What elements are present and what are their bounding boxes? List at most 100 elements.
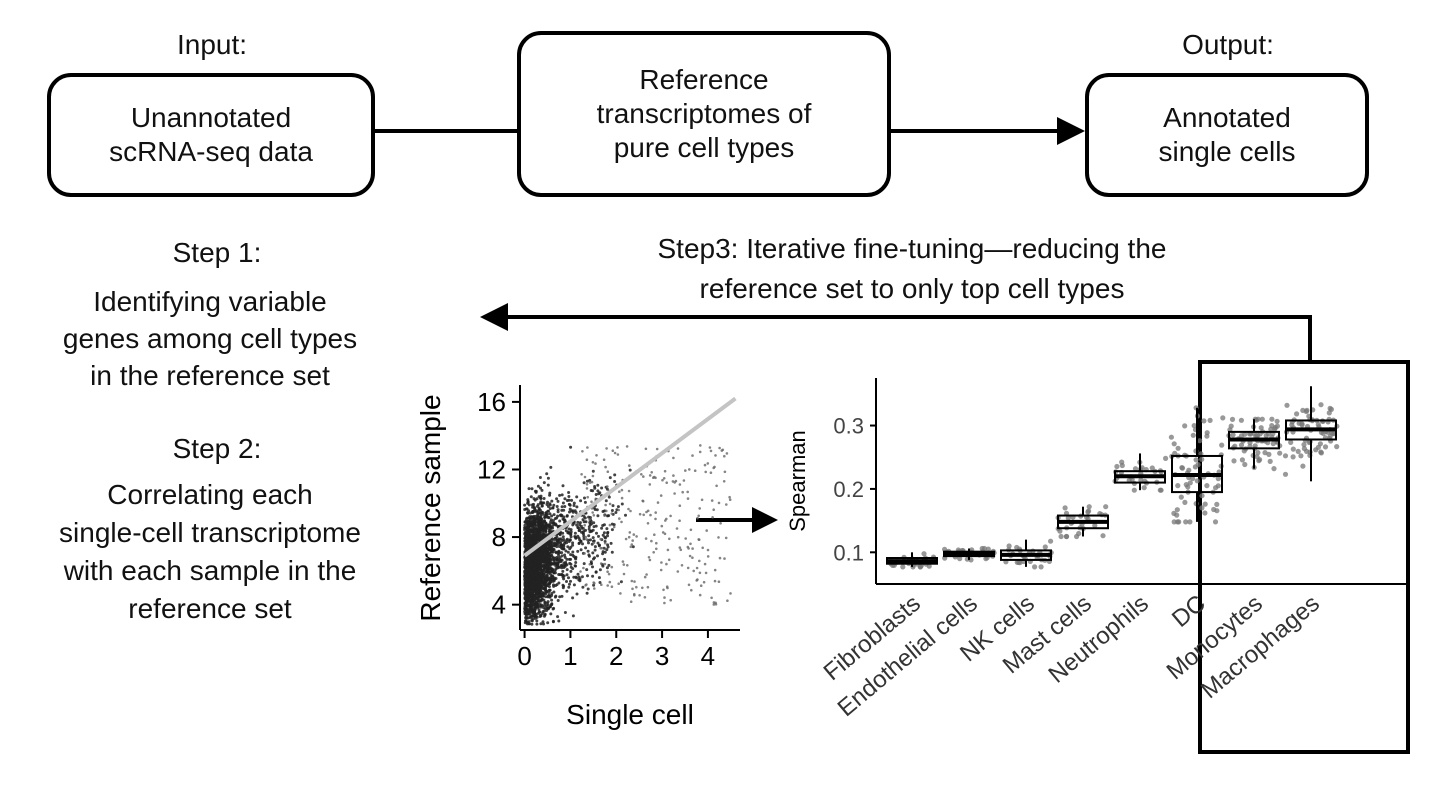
scatter-point [524, 540, 528, 544]
scatter-point [579, 548, 583, 552]
scatter-point [583, 523, 586, 527]
scatter-point [551, 506, 555, 510]
scatter-point [598, 568, 602, 572]
scatter-point [536, 515, 540, 519]
scatter-point [679, 548, 683, 552]
scatter-point [617, 582, 620, 585]
scatter-point [605, 447, 608, 450]
jitter-point [1259, 416, 1265, 422]
jitter-point [1282, 471, 1289, 477]
scatter-point [583, 496, 586, 500]
scatter-point [699, 584, 703, 587]
jitter-point [1241, 448, 1247, 454]
scatter-point [678, 483, 682, 486]
scatter-x-tick-label: 0 [517, 641, 531, 671]
scatter-point [542, 622, 545, 626]
scatter-point [572, 555, 576, 558]
jitter-point [1190, 432, 1196, 438]
scatter-point [668, 537, 671, 541]
scatter-point [553, 595, 557, 599]
scatter-point [552, 562, 556, 566]
scatter-point [630, 543, 634, 546]
scatter-point [591, 574, 595, 578]
jitter-point [1317, 441, 1323, 447]
scatter-point [584, 528, 587, 532]
scatter-point [631, 587, 634, 591]
scatter-point [629, 545, 633, 549]
scatter-point [594, 524, 598, 528]
scatter-point [549, 520, 553, 524]
scatter-x-tick-label: 4 [701, 641, 715, 671]
scatter-point [542, 549, 546, 552]
scatter-point [689, 542, 692, 546]
scatter-point [601, 510, 605, 513]
scatter-point [554, 536, 557, 540]
scatter-point [581, 450, 584, 453]
scatter-point [582, 481, 586, 485]
scatter-point [557, 619, 561, 623]
scatter-point [638, 594, 641, 597]
jitter-point [1062, 505, 1068, 511]
scatter-point [573, 531, 577, 535]
scatter-point [585, 568, 589, 572]
scatter-point [586, 587, 590, 591]
scatter-point [567, 585, 571, 589]
scatter-point [549, 570, 553, 573]
scatter-point [606, 534, 609, 538]
scatter-point [558, 493, 562, 497]
scatter-point [616, 505, 620, 509]
scatter-point [593, 556, 596, 560]
scatter-point [526, 599, 530, 603]
scatter-point [589, 538, 592, 542]
scatter-point [597, 576, 601, 580]
scatter-point [534, 490, 538, 494]
scatter-point [532, 603, 536, 607]
scatter-point [544, 560, 548, 563]
scatter-point [695, 566, 699, 570]
scatter-point [588, 521, 592, 524]
scatter-point [543, 533, 547, 537]
scatter-point [532, 586, 536, 590]
scatter-point [523, 604, 527, 608]
jitter-point [1238, 442, 1245, 448]
scatter-point [620, 488, 624, 492]
scatter-point [585, 487, 589, 490]
scatter-point [568, 582, 571, 586]
scatter-point [710, 499, 714, 502]
scatter-point [544, 592, 548, 596]
scatter-point [585, 458, 589, 462]
scatter-point [610, 585, 614, 588]
scatter-point [550, 538, 554, 542]
scatter-point [594, 497, 598, 501]
scatter-point [650, 471, 653, 474]
scatter-point [591, 474, 595, 478]
scatter-point [542, 580, 546, 584]
jitter-point [1199, 505, 1205, 511]
scatter-x-tick-label: 2 [609, 641, 623, 671]
scatter-point [524, 614, 528, 618]
scatter-point [604, 536, 607, 540]
scatter-point [713, 568, 717, 572]
scatter-point [530, 561, 534, 565]
scatter-point [548, 545, 552, 549]
scatter-point [560, 493, 564, 497]
scatter-point [523, 560, 527, 564]
scatter-point [593, 545, 597, 549]
scatter-point [550, 499, 554, 503]
scatter-point [583, 552, 586, 555]
scatter-point [530, 614, 534, 618]
scatter-point [544, 588, 548, 592]
scatter-point [606, 514, 609, 518]
scatter-point [641, 499, 644, 503]
scatter-point [538, 508, 542, 512]
scatter-point [535, 622, 539, 626]
scatter-point [620, 502, 624, 506]
scatter-point [644, 447, 648, 451]
scatter-point [544, 523, 548, 527]
scatter-point [691, 454, 694, 457]
scatter-point [625, 445, 629, 448]
scatter-point [592, 514, 596, 517]
scatter-point [667, 558, 671, 562]
scatter-point [585, 538, 588, 541]
scatter-point [540, 488, 544, 492]
